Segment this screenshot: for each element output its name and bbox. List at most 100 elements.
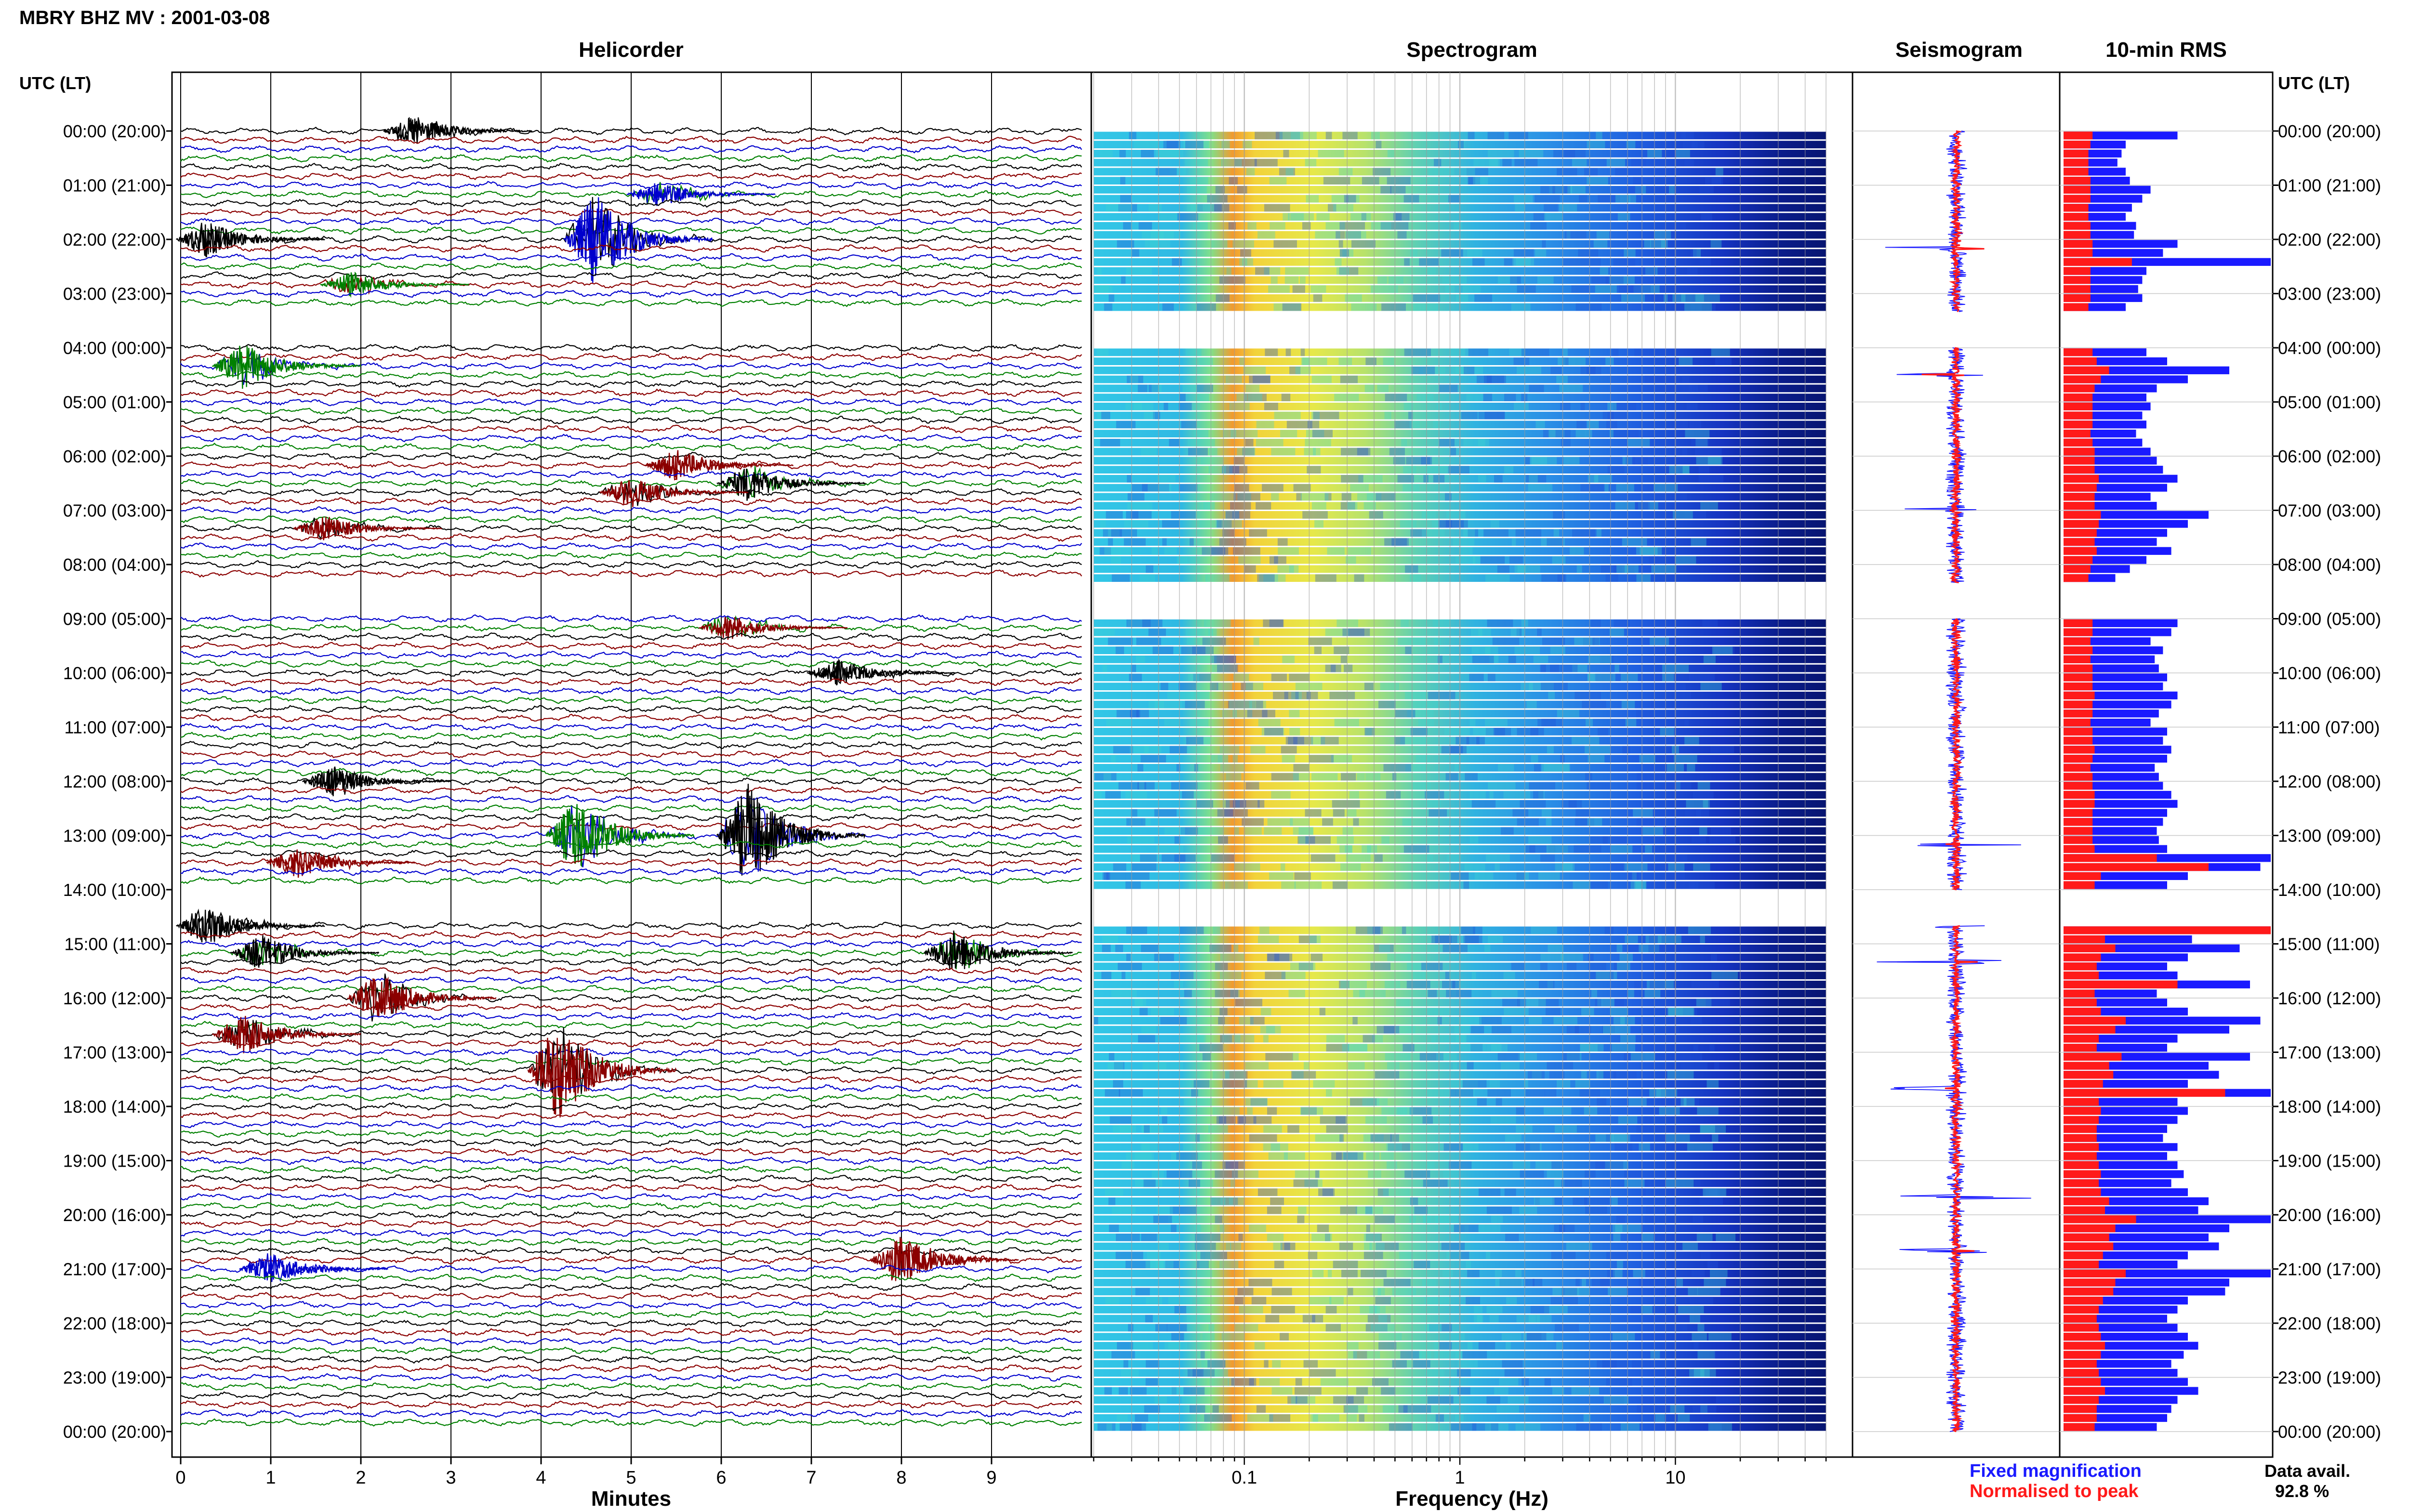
spectrogram-texture <box>1359 989 1386 998</box>
spectrogram-texture <box>1124 538 1146 546</box>
spectrogram-texture <box>1538 999 1559 1007</box>
spectrogram-texture <box>1474 872 1494 880</box>
spectrogram-texture <box>1625 935 1638 943</box>
spectrogram-texture <box>1682 466 1690 473</box>
spectrogram-texture <box>1188 439 1215 447</box>
spectrogram-texture <box>1184 1098 1212 1106</box>
spectrogram-texture <box>1621 294 1645 302</box>
spectrogram-texture <box>1319 1008 1325 1015</box>
spectrogram-texture <box>1228 1378 1235 1386</box>
spectrogram-texture <box>1381 1107 1408 1115</box>
spectrogram-texture <box>1226 1242 1231 1250</box>
spectrogram-texture <box>1159 953 1174 961</box>
spectrogram-texture <box>1389 447 1405 456</box>
spectrogram-texture <box>1314 520 1324 528</box>
spectrogram-texture <box>1402 818 1411 826</box>
time-label-left: 23:00 (19:00) <box>63 1368 166 1388</box>
spectrogram-texture <box>1497 565 1509 573</box>
spectrogram-texture <box>1342 1044 1368 1052</box>
spectrogram-texture <box>1646 981 1674 988</box>
spectrogram-texture <box>1628 945 1640 952</box>
spectrogram-texture <box>1526 475 1547 483</box>
spectrogram-texture <box>1515 1423 1541 1431</box>
time-label-right: 19:00 (15:00) <box>2278 1151 2381 1171</box>
spectrogram-texture <box>1363 1035 1375 1043</box>
spectrogram-texture <box>1693 1405 1717 1413</box>
spectrogram-texture <box>1179 1080 1191 1088</box>
spectrogram-texture <box>1295 692 1311 699</box>
spectrogram-texture <box>1613 403 1637 410</box>
spectrogram-texture <box>1573 881 1591 889</box>
spectrogram-texture <box>1325 1234 1331 1241</box>
spectrogram-texture <box>1580 484 1604 492</box>
spectrogram-texture <box>1561 953 1583 961</box>
spectrogram-texture <box>1110 1116 1132 1124</box>
spectrogram-texture <box>1156 845 1184 853</box>
spectrogram-texture <box>1257 231 1275 239</box>
spectrogram-texture <box>1640 547 1658 555</box>
spectrogram-texture <box>1489 791 1494 799</box>
spectrogram-texture <box>1693 1044 1698 1052</box>
spectrogram-texture <box>1381 1387 1396 1395</box>
spectrogram-texture <box>1440 1035 1466 1043</box>
spectrogram-texture <box>1510 276 1521 284</box>
spectrogram-texture <box>1638 945 1659 952</box>
spectrogram-texture <box>1264 403 1278 410</box>
spectrogram-texture <box>1624 1170 1642 1178</box>
spectrogram-texture <box>1387 953 1411 961</box>
spectrogram-texture <box>1221 1333 1244 1341</box>
spectrogram-texture <box>1179 394 1186 401</box>
spectrogram-texture <box>1422 529 1445 537</box>
spectrogram-texture <box>1126 267 1152 275</box>
spectrogram-texture <box>1484 411 1505 420</box>
helicorder-trace <box>180 1247 1082 1256</box>
spectrogram-texture <box>1162 538 1167 546</box>
spectrogram-texture <box>1294 881 1322 889</box>
spectrogram-texture <box>1219 746 1240 754</box>
spectrogram-texture <box>1171 1333 1184 1341</box>
spectrogram-texture <box>1686 800 1708 808</box>
spectrogram-texture <box>1447 854 1461 862</box>
spectrogram-texture <box>1361 213 1366 221</box>
spectrogram-texture <box>1487 619 1513 627</box>
spectrogram-texture <box>1615 999 1628 1007</box>
spectrogram-texture <box>1171 1387 1177 1395</box>
helicorder-trace <box>180 452 1082 481</box>
spectrogram-texture <box>1537 628 1542 636</box>
helicorder-event <box>699 617 848 640</box>
spectrogram-texture <box>1131 809 1138 817</box>
spectrogram-texture <box>1109 1053 1114 1061</box>
spectrogram-texture <box>1219 1224 1225 1232</box>
spectrogram-texture <box>1689 1369 1710 1377</box>
spectrogram-texture <box>1443 945 1468 952</box>
helicorder-trace <box>180 804 1082 813</box>
spectrogram-texture <box>1666 384 1692 393</box>
spectrogram-texture <box>1234 1297 1244 1304</box>
spectrogram-texture <box>1172 258 1182 266</box>
spectrogram-texture <box>1290 818 1310 826</box>
spectrogram-texture <box>1463 439 1489 447</box>
helicorder-trace <box>180 759 1082 768</box>
spectrogram-texture <box>1425 791 1444 799</box>
spectrogram-texture <box>1616 945 1623 952</box>
rms-bar-normalised <box>2064 168 2089 176</box>
spectrogram-texture <box>1604 926 1614 934</box>
spectrogram-texture <box>1621 700 1635 709</box>
spectrogram-texture <box>1662 673 1674 682</box>
spectrogram-texture <box>1585 430 1592 437</box>
spectrogram-texture <box>1180 827 1198 835</box>
spectrogram-texture <box>1696 999 1712 1007</box>
time-label-right: 23:00 (19:00) <box>2278 1368 2381 1388</box>
spectrogram-texture <box>1342 827 1353 835</box>
spectrogram-texture <box>1576 565 1582 573</box>
spectrogram-texture <box>1250 1017 1265 1025</box>
spectrogram-texture <box>1312 430 1333 437</box>
spectrogram-texture <box>1362 845 1377 853</box>
spectrogram-texture <box>1597 728 1608 736</box>
rms-bar-normalised <box>2064 980 2178 988</box>
spectrogram-texture <box>1387 1062 1400 1070</box>
spectrogram-texture <box>1105 1188 1124 1196</box>
time-label-right: 02:00 (22:00) <box>2278 230 2381 250</box>
spectrogram-texture <box>1379 945 1390 952</box>
helicorder-trace <box>181 343 1082 353</box>
